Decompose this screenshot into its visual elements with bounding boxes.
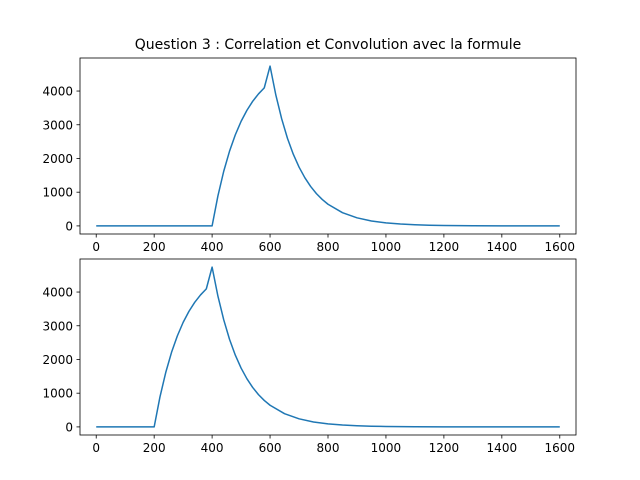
y-tick-label: 2000 bbox=[42, 353, 73, 367]
x-tick-label: 600 bbox=[259, 441, 282, 455]
y-tick-label: 3000 bbox=[42, 118, 73, 132]
y-tick-label: 2000 bbox=[42, 152, 73, 166]
chart-title: Question 3 : Correlation et Convolution … bbox=[135, 37, 521, 53]
axes-frame bbox=[79, 258, 577, 436]
x-tick-label: 1200 bbox=[429, 441, 460, 455]
series-line-0 bbox=[96, 65, 560, 227]
series-line-0 bbox=[96, 266, 560, 428]
top-subplot: 0 200 400 600 800 1000 1200 1400 1600 0 1000 2000 30… bbox=[42, 57, 577, 254]
x-tick-label: 200 bbox=[143, 441, 166, 455]
axes-frame bbox=[79, 57, 577, 235]
x-tick-label: 200 bbox=[143, 240, 166, 254]
x-tick-label: 0 bbox=[92, 240, 100, 254]
x-tick-label: 800 bbox=[317, 441, 340, 455]
y-tick-label: 4000 bbox=[42, 85, 73, 99]
x-tick-label: 0 bbox=[92, 441, 100, 455]
x-tick-label: 1400 bbox=[487, 240, 518, 254]
x-tick-label: 800 bbox=[317, 240, 340, 254]
y-tick-label: 3000 bbox=[42, 319, 73, 333]
x-tick-label: 1600 bbox=[545, 441, 576, 455]
y-tick-label: 4000 bbox=[42, 286, 73, 300]
y-tick-label: 0 bbox=[65, 219, 73, 233]
x-tick-label: 1400 bbox=[487, 441, 518, 455]
x-tick-label: 600 bbox=[259, 240, 282, 254]
x-tick-label: 1000 bbox=[371, 240, 402, 254]
x-tick-label: 400 bbox=[201, 441, 224, 455]
y-tick-label: 1000 bbox=[42, 186, 73, 200]
y-tick-label: 1000 bbox=[42, 387, 73, 401]
x-tick-label: 1600 bbox=[545, 240, 576, 254]
x-tick-label: 1200 bbox=[429, 240, 460, 254]
y-tick-label: 0 bbox=[65, 420, 73, 434]
x-tick-label: 400 bbox=[201, 240, 224, 254]
x-tick-label: 1000 bbox=[371, 441, 402, 455]
bottom-subplot: 0 200 400 600 800 1000 1200 1400 1600 0 1000 2000 30… bbox=[42, 258, 577, 455]
